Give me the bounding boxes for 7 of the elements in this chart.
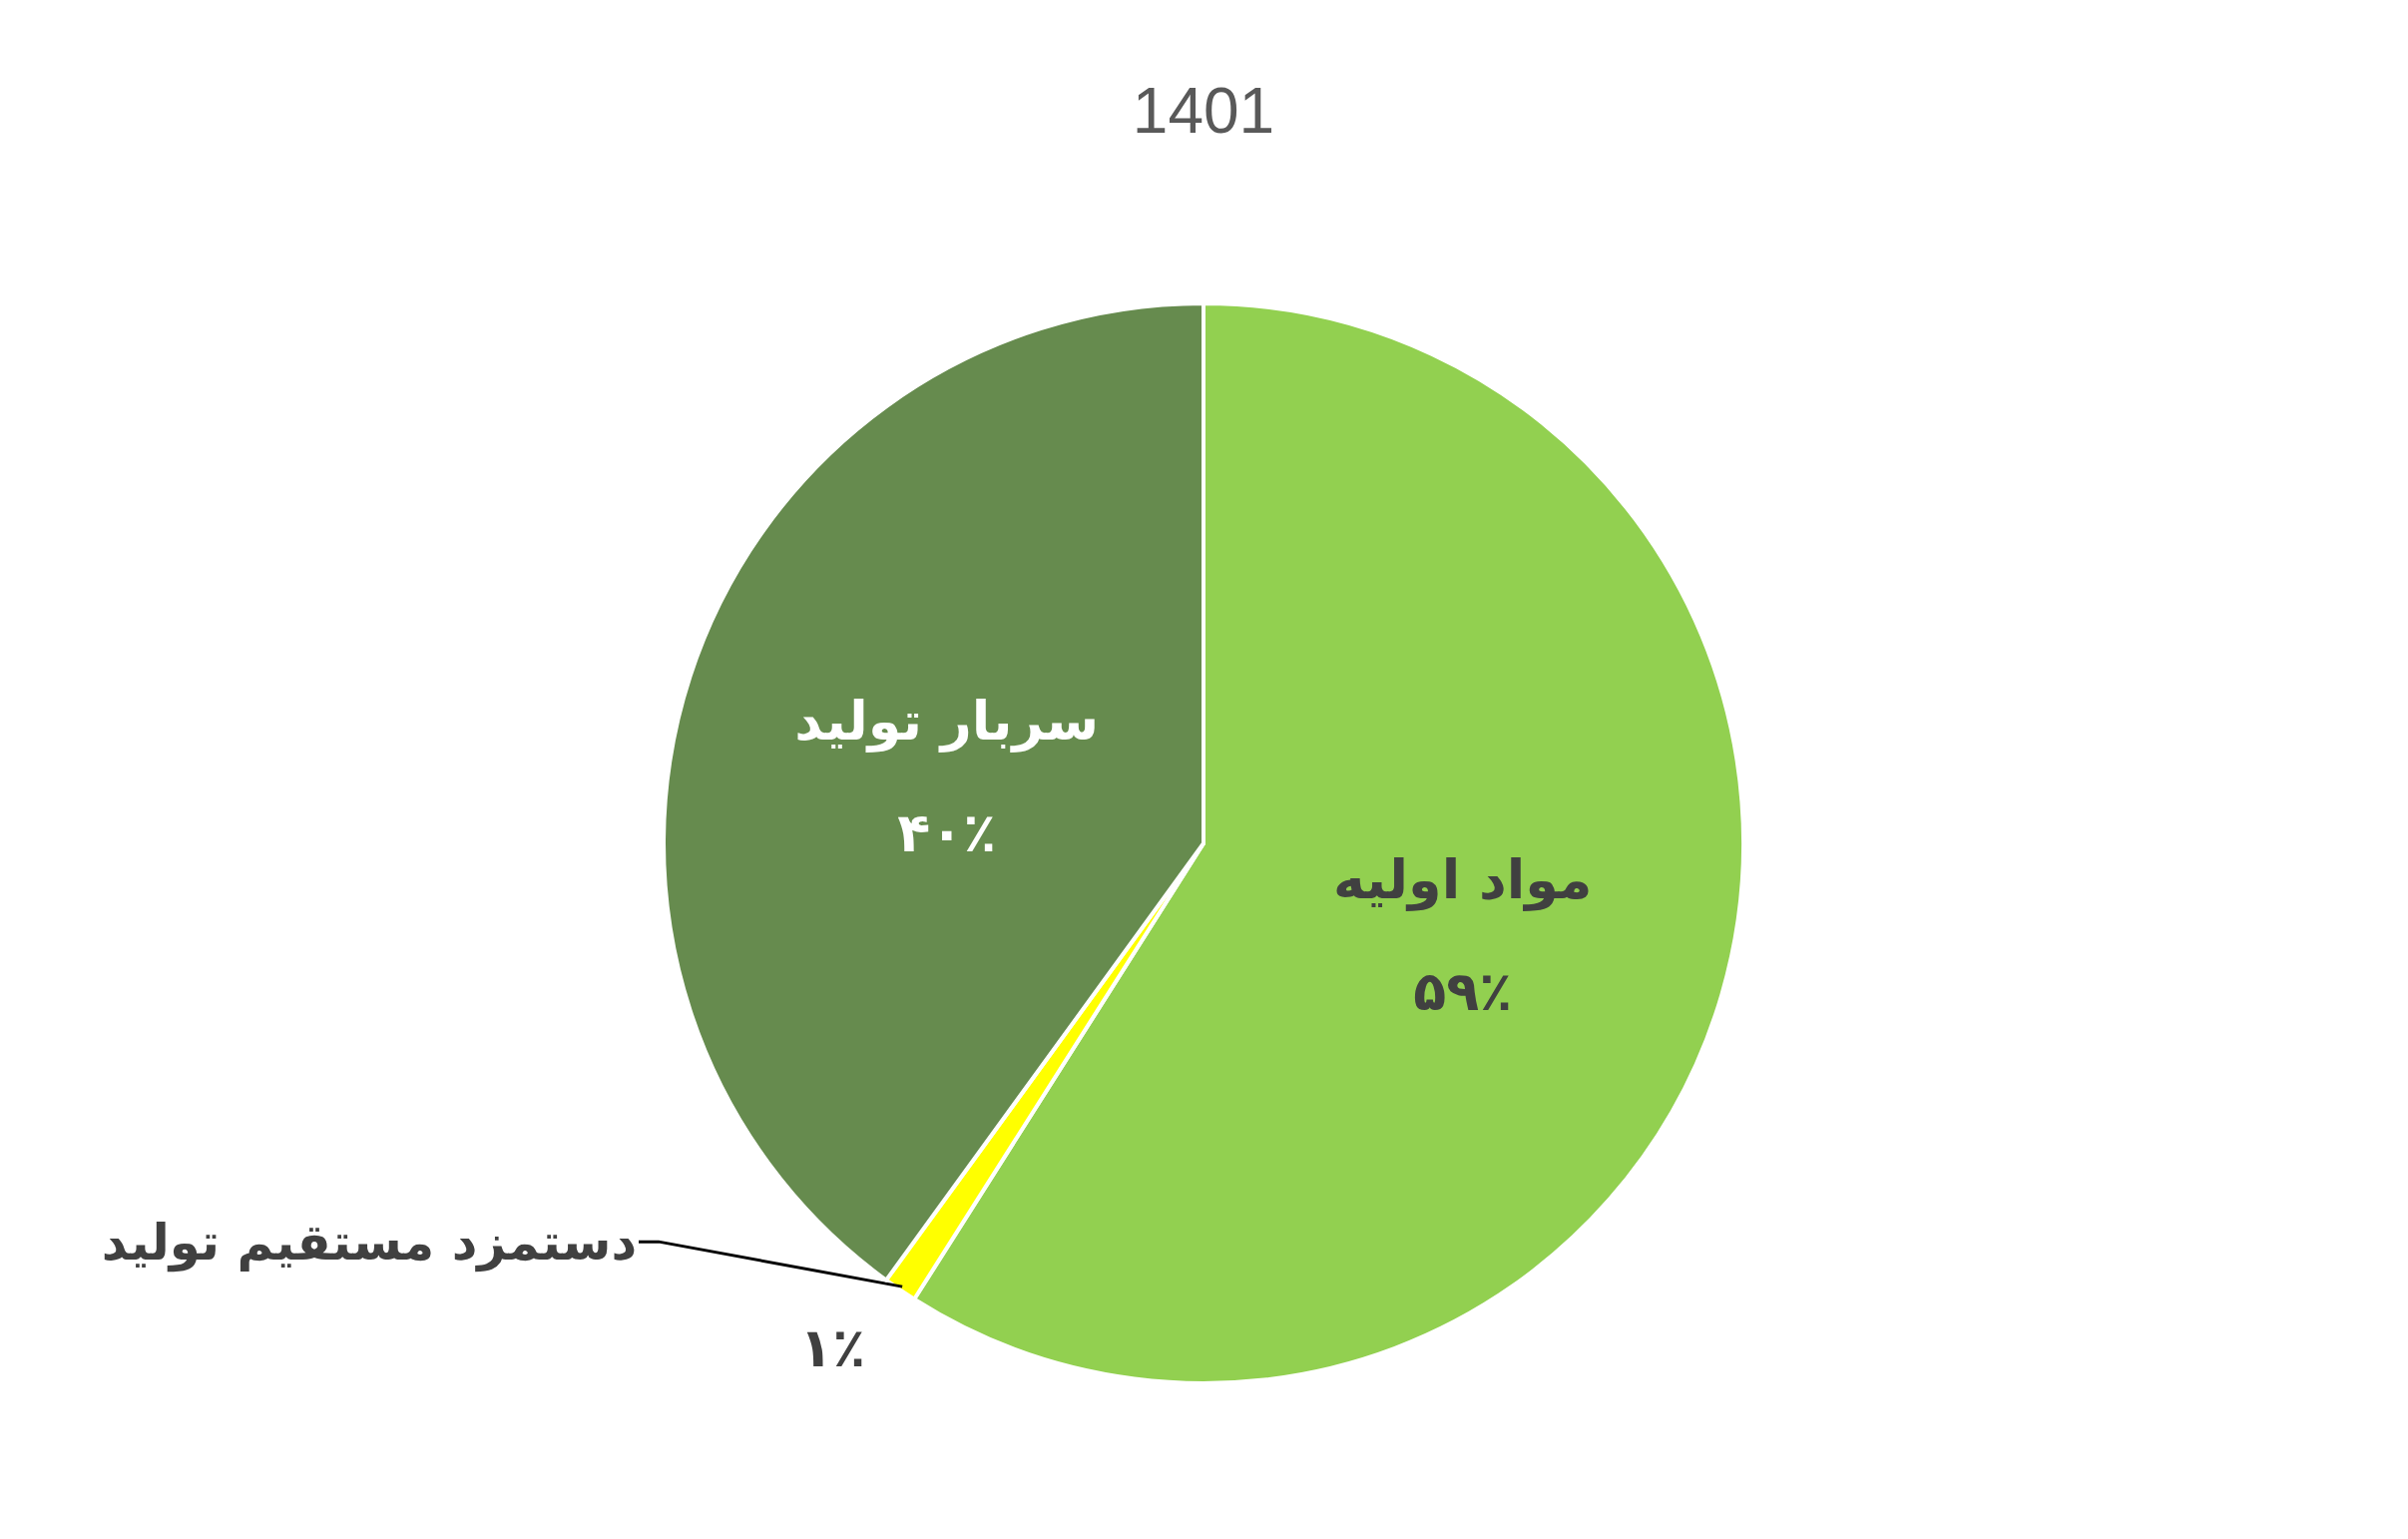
slice-label: سربار تولید [794, 690, 1100, 754]
chart-title: 1401 [1132, 75, 1275, 147]
data-label: ۱٪ [799, 1316, 866, 1380]
slice-label: دستمزد مستقیم تولید [101, 1214, 638, 1274]
slice-label: مواد اولیه [1333, 848, 1593, 912]
data-label: ۴۰٪ [897, 801, 997, 865]
data-label: ۵۹٪ [1413, 960, 1513, 1024]
